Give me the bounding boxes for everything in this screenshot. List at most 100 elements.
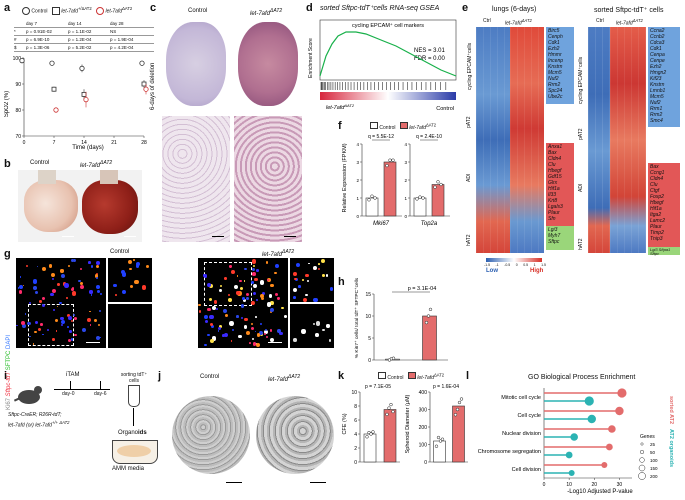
cell-signal [38,327,42,332]
cell-signal [60,316,64,321]
cell-signal [254,277,258,282]
heatmap-low: Low [486,268,498,274]
right-group-hat2: hAT2 [578,238,584,250]
cell-signal [220,284,223,288]
cell-signal [292,288,297,293]
cell-signal [61,323,64,326]
cell-signal [329,286,334,291]
cell-signal [99,336,101,339]
panel-b-control: Control [30,160,50,166]
gsea-plot: Enrichment Score cycling EPCAM⁺ cell mar… [308,19,457,112]
gene-label: Bax [650,164,659,170]
y-tick-label: 200 [419,425,428,431]
cell-signal [129,284,133,288]
timeline-tick [100,381,101,389]
y-tick-label: 90 [15,82,21,88]
cell-signal [245,296,249,300]
cell-signal [260,323,263,326]
y-tick-label: 15 [365,292,371,298]
y-tick-label: 10 [365,314,371,320]
y-tick-label: 10 [351,390,357,396]
cell-signal [93,319,97,323]
y-tick-label: 3 [404,160,407,165]
cell-signal [96,277,99,280]
gene-label: Gdf15 [548,174,562,180]
panel-c-side-label: 6-days of deletion [150,62,156,110]
heatmap-right-col-mut: let-7afdΔAT2 [616,18,643,27]
cell-signal [121,289,126,294]
stats-cell: p = 5.2E-02 [68,45,92,50]
go-term-label: Nuclear division [502,431,541,437]
data-point [81,92,87,97]
heatmap-left-col-ctrl: Ctrl [483,18,491,24]
cell-signal [243,280,246,282]
cell-signal [236,315,239,318]
y-tick-label: 4 [404,142,407,147]
cell-signal [67,264,70,267]
gsea-ylabel: Enrichment Score [308,38,314,78]
stats-cell: p = 0.91E-02 [26,29,52,34]
cell-signal [95,261,100,265]
cell-signal [198,303,201,307]
scale-tick: -1 [495,263,499,267]
panel-b-label: b [4,158,11,170]
cell-signal [113,283,117,288]
cell-signal [96,273,99,276]
size-legend-label: 150 [650,466,658,471]
cell-signal [250,322,253,326]
cell-signal [214,300,218,304]
bar [413,197,427,217]
cell-signal [251,338,254,341]
mutant-lung-image [82,180,138,234]
data-dot [433,185,437,189]
cell-signal [28,301,32,305]
gene-label: Glrx [548,180,558,186]
cell-signal [17,287,20,289]
gene-label: Lmnb1 [650,88,666,94]
cell-signal [241,297,245,301]
gene-label: Clu [548,162,556,168]
p-value: q = 2.4E-10 [416,134,442,140]
cell-signal [301,329,306,334]
cell-signal [259,280,264,285]
gsea-left-label: let-7afdΔAT2 [326,103,355,111]
stats-sym: # [14,37,17,42]
heatmap-left-title: lungs (6-days) [492,6,537,13]
cell-signal [222,334,225,337]
gene-label: Itga2 [650,212,662,218]
gsea-frame [319,19,457,81]
cell-signal [19,275,22,278]
cell-signal [51,273,56,278]
gene-label: Sfn [548,216,556,222]
organoids-b: ids [138,430,147,436]
lollipop-dot [584,396,594,406]
cell-signal [96,289,100,293]
lollipop-dot [565,451,573,459]
data-point [141,81,147,87]
cell-signal [267,302,272,307]
heatmap-right [588,27,646,253]
x-tick-label: 21 [111,140,117,146]
gene-label: Ezh2 [650,64,662,70]
go-dot-chart: -Log10 Adjusted P-value sorted AT2 AT2 o… [478,388,674,495]
gsea-set: cycling EPCAM⁺ cell markers [352,22,424,29]
heatmap-left-ctrl-shade [476,27,510,253]
cell-signal [208,298,213,302]
cell-signal [94,274,99,278]
cell-signal [229,265,232,268]
cell-signal [219,288,223,292]
genotype-line1: Sftpc-CreER; R26R-tdT; [8,412,62,418]
gene-label: Nuf2 [650,100,661,106]
gene-label: Incenp [548,58,564,64]
k1-pvalue: p = 7.1E-05 [365,384,391,390]
y-tick-label: 0 [354,460,357,466]
panel-a-stats: day 7 day 14 day 28 * p = 0.91E-02 p = 1… [14,20,154,52]
tube-icon [128,385,140,407]
cell-signal [52,308,56,312]
cell-signal [67,338,71,342]
panel-b-mutant-sup: ΔAT2 [100,160,113,166]
cell-signal [16,324,18,327]
cell-signal [306,279,310,283]
panel-j-mutant: let-7afdΔAT2 [268,374,300,383]
cell-signal [261,296,265,301]
